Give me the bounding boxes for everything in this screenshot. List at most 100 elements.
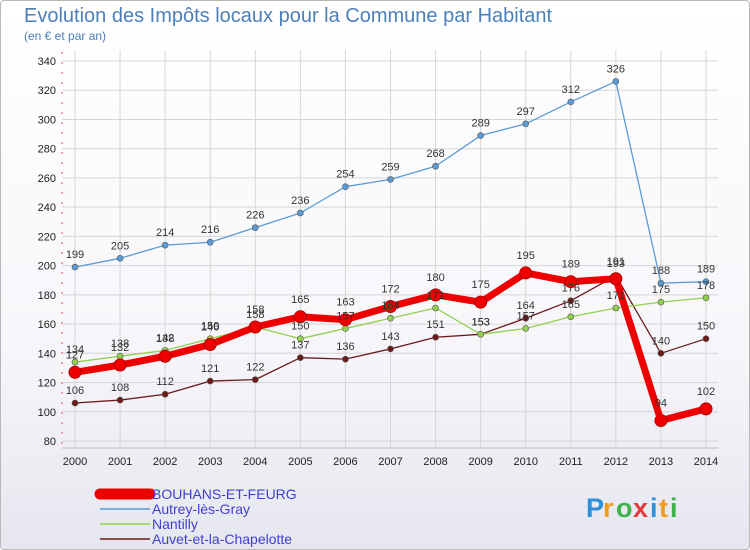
- data-point: [699, 402, 713, 416]
- data-label: 176: [562, 283, 580, 295]
- data-label: 216: [201, 224, 219, 236]
- data-label: 140: [652, 335, 670, 347]
- logo-letter: x: [633, 493, 649, 523]
- data-point: [702, 278, 710, 285]
- y-tick-label: 340: [38, 56, 56, 68]
- y-tick-label: 100: [38, 407, 56, 419]
- data-point: [522, 120, 530, 128]
- data-point: [248, 320, 262, 334]
- data-point: [432, 162, 439, 170]
- data-label: 153: [471, 316, 489, 328]
- legend-label: Auvet-et-la-Chapelotte: [152, 531, 292, 547]
- legend-label: Nantilly: [152, 516, 198, 532]
- x-tick-label: 2013: [649, 456, 673, 468]
- x-tick-label: 2012: [604, 456, 628, 468]
- legend: BOUHANS-ET-FEURGAutrey-lès-GrayNantillyA…: [94, 486, 297, 547]
- data-point: [657, 279, 665, 287]
- data-label: 137: [291, 340, 309, 352]
- data-point: [251, 376, 259, 383]
- data-label: 226: [246, 210, 264, 222]
- data-label: 158: [246, 309, 264, 321]
- data-label: 151: [426, 319, 444, 331]
- data-point: [387, 314, 394, 322]
- data-point: [293, 310, 307, 324]
- data-point: [206, 238, 214, 246]
- data-label: 150: [697, 321, 715, 333]
- data-label: 146: [201, 322, 219, 334]
- grid-lines: [62, 50, 718, 448]
- data-label: 326: [607, 63, 625, 75]
- data-label: 188: [652, 265, 670, 277]
- data-label: 171: [426, 290, 444, 302]
- data-point: [432, 304, 439, 312]
- y-tick-label: 240: [38, 202, 56, 214]
- y-tick-label: 200: [38, 261, 56, 273]
- y-tick-label: 120: [38, 378, 56, 390]
- data-point: [297, 209, 304, 217]
- data-label: 112: [156, 376, 174, 388]
- y-tick-label: 220: [38, 231, 56, 243]
- data-label: 127: [66, 349, 84, 361]
- y-tick-label: 160: [38, 319, 56, 331]
- data-point: [113, 358, 127, 372]
- data-label: 106: [66, 385, 84, 397]
- data-label: 108: [111, 382, 129, 394]
- data-label: 102: [697, 386, 715, 398]
- data-label: 268: [426, 148, 444, 160]
- data-point: [342, 355, 349, 363]
- y-tick-label: 280: [38, 144, 56, 156]
- data-label: 189: [697, 264, 715, 276]
- data-point: [161, 390, 169, 398]
- data-point: [519, 266, 533, 280]
- data-point: [116, 255, 124, 262]
- data-label: 94: [655, 398, 667, 410]
- data-point: [387, 345, 394, 353]
- logo-letter: i: [670, 493, 679, 523]
- data-point: [203, 338, 217, 352]
- data-label: 259: [381, 161, 399, 173]
- data-label: 199: [66, 249, 84, 261]
- series-lines: [68, 78, 713, 428]
- data-label: 189: [562, 259, 580, 271]
- data-label: 214: [156, 227, 174, 239]
- data-point: [612, 304, 620, 312]
- y-tick-label: 80: [44, 436, 56, 448]
- data-point: [609, 272, 623, 286]
- data-label: 236: [291, 195, 309, 207]
- data-point: [657, 298, 665, 306]
- data-label: 136: [336, 341, 354, 353]
- data-point: [432, 333, 439, 341]
- data-label: 175: [652, 284, 670, 296]
- logo-letter: o: [616, 493, 634, 523]
- data-point: [158, 349, 172, 363]
- data-label: 164: [381, 300, 399, 312]
- data-point: [206, 377, 214, 385]
- data-point: [567, 297, 575, 304]
- data-label: 172: [381, 284, 399, 296]
- data-point: [68, 365, 82, 379]
- y-tick-label: 180: [38, 290, 56, 302]
- data-label: 138: [111, 338, 129, 350]
- data-label: 297: [517, 106, 535, 118]
- data-label: 157: [517, 310, 535, 322]
- x-tick-label: 2008: [423, 456, 447, 468]
- data-point: [161, 241, 169, 249]
- data-label: 175: [471, 279, 489, 291]
- data-point: [116, 352, 124, 360]
- data-point: [702, 294, 710, 302]
- data-point: [71, 263, 79, 271]
- data-label: 150: [201, 321, 219, 333]
- data-label: 163: [336, 297, 354, 309]
- data-label: 205: [111, 240, 129, 252]
- x-tick-label: 2003: [198, 456, 222, 468]
- data-point: [342, 183, 349, 190]
- logo-letter: P: [586, 493, 605, 523]
- data-label: 142: [156, 332, 174, 344]
- data-point: [564, 275, 578, 289]
- data-point: [567, 313, 575, 321]
- x-tick-label: 2000: [63, 456, 87, 468]
- data-point: [702, 335, 710, 342]
- logo-letter: r: [603, 493, 615, 523]
- data-point: [522, 314, 530, 322]
